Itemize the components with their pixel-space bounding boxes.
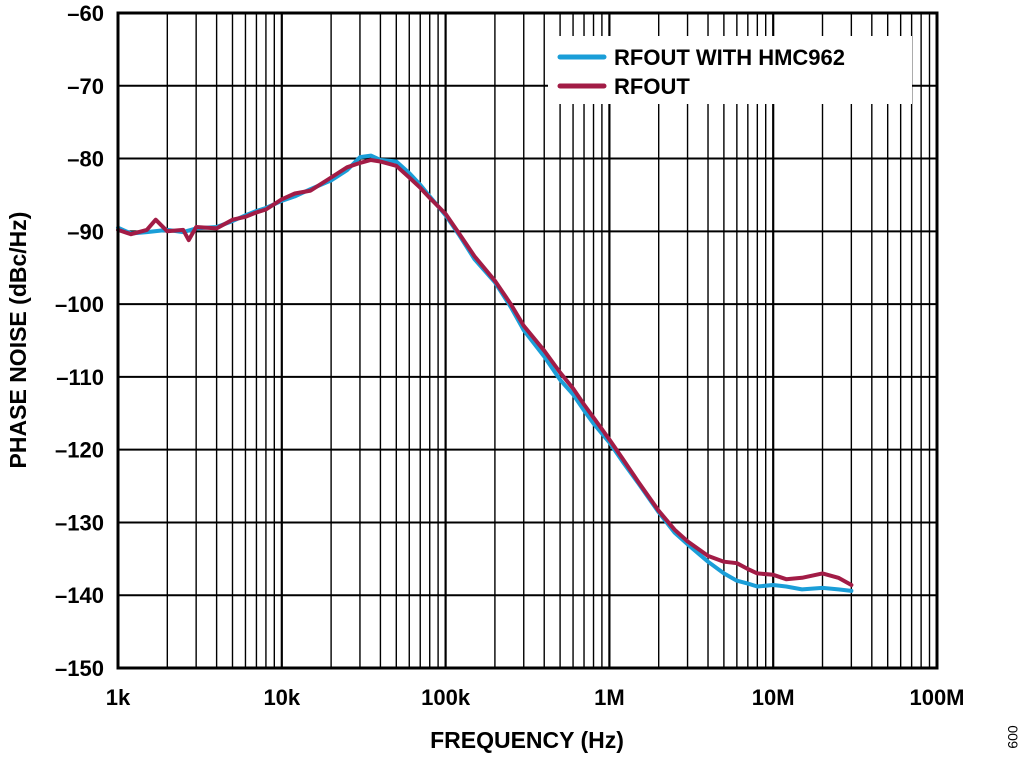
y-tick-label: –120 xyxy=(55,438,104,463)
y-axis-title: PHASE NOISE (dBc/Hz) xyxy=(5,212,31,469)
figure-id: 009 xyxy=(1005,725,1021,749)
x-tick-label: 100k xyxy=(421,685,471,710)
x-axis-title: FREQUENCY (Hz) xyxy=(430,727,624,753)
series-lines xyxy=(116,153,854,593)
y-tick-label: –100 xyxy=(55,292,104,317)
series-line-rfout xyxy=(116,158,854,587)
y-tick-label: –80 xyxy=(67,147,104,172)
y-tick-label: –150 xyxy=(55,656,104,681)
x-tick-labels: 1k 10k 100k 1M 10M 100M xyxy=(106,685,965,710)
x-tick-label: 1M xyxy=(594,685,625,710)
y-tick-label: –140 xyxy=(55,583,104,608)
x-tick-label: 1k xyxy=(106,685,131,710)
y-tick-labels: –60 –70 –80 –90 –100 –110 –120 –130 –140 –150 xyxy=(55,1,104,681)
y-tick-label: –60 xyxy=(67,1,104,26)
y-tick-label: –130 xyxy=(55,510,104,535)
x-tick-label: 10M xyxy=(752,685,795,710)
plot-frame xyxy=(116,11,939,670)
x-tick-label: 100M xyxy=(909,685,964,710)
legend: RFOUT WITH HMC962 RFOUT xyxy=(548,36,912,104)
grid xyxy=(118,12,937,669)
x-tick-label: 10k xyxy=(263,685,300,710)
y-tick-label: –90 xyxy=(67,219,104,244)
legend-label-rfout: RFOUT xyxy=(614,74,690,99)
y-tick-label: –70 xyxy=(67,74,104,99)
legend-label-rfout-with-hmc962: RFOUT WITH HMC962 xyxy=(614,45,845,70)
legend-box xyxy=(548,36,912,104)
y-tick-label: –110 xyxy=(56,365,104,390)
